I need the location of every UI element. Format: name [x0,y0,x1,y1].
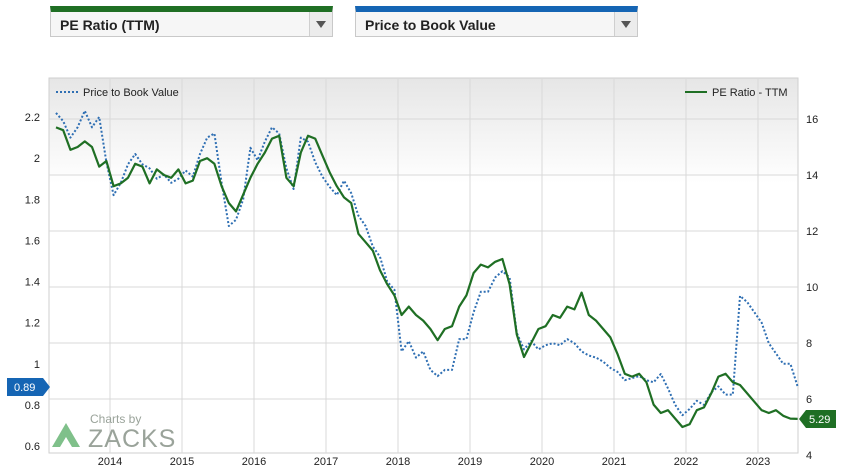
left-tick-label: 1.2 [25,318,40,330]
right-tick-label: 10 [806,282,818,294]
pe-ratio-select-dropdown-button[interactable] [309,12,332,36]
pe-current-value: 5.29 [809,414,830,426]
price-to-book-select[interactable]: Price to Book Value [355,6,638,37]
left-tick-label: 1.4 [25,277,40,289]
price-to-book-select-dropdown-button[interactable] [614,12,637,36]
x-tick-label: 2020 [530,456,554,468]
legend-pb-label: Price to Book Value [83,87,179,99]
x-tick-label: 2022 [674,456,698,468]
x-tick-label: 2015 [170,456,194,468]
x-tick-label: 2018 [386,456,410,468]
left-tick-label: 1.8 [25,194,40,206]
x-tick-label: 2019 [458,456,482,468]
right-tick-label: 8 [806,338,812,350]
chevron-down-icon [316,20,326,28]
left-tick-label: 0.6 [25,441,40,453]
pe-ratio-select-label: PE Ratio (TTM) [60,17,160,33]
left-axis: 2.2 2 1.8 1.6 1.4 1.2 1 0.8 0.6 [25,112,40,453]
series-pe-ratio [55,126,798,429]
left-tick-label: 1.6 [25,235,40,247]
x-tick-label: 2023 [746,456,770,468]
zacks-by-text: Charts by [90,412,141,426]
right-tick-label: 14 [806,170,818,182]
right-axis: 16 14 12 10 8 6 4 [806,114,818,462]
zacks-triangle-icon [52,423,80,447]
series-price-to-book [55,109,799,417]
plot-area [48,77,799,454]
left-tick-label: 2.2 [25,112,40,124]
pb-current-value: 0.89 [14,382,35,394]
grid [49,78,798,453]
right-tick-label: 6 [806,394,812,406]
left-tick-label: 0.8 [25,400,40,412]
left-tick-label: 1 [34,359,40,371]
chevron-down-icon [621,20,631,28]
x-tick-label: 2014 [98,456,122,468]
right-tick-label: 4 [806,450,812,462]
pe-current-badge [799,410,836,428]
zacks-name-text: ZACKS [88,425,176,453]
legend-pe-label: PE Ratio - TTM [712,87,788,99]
left-tick-label: 2 [34,153,40,165]
x-tick-label: 2016 [242,456,266,468]
series-layer [55,109,799,429]
x-tick-label: 2021 [602,456,626,468]
price-to-book-select-label: Price to Book Value [365,17,496,33]
right-tick-label: 12 [806,226,818,238]
zacks-logo: Charts by ZACKS [52,412,176,453]
x-axis: 2014 2015 2016 2017 2018 2019 2020 2021 2022 2023 [98,456,770,468]
pb-current-badge [7,378,50,396]
right-tick-label: 16 [806,114,818,126]
x-tick-label: 2017 [314,456,338,468]
pe-ratio-select[interactable]: PE Ratio (TTM) [50,6,333,37]
